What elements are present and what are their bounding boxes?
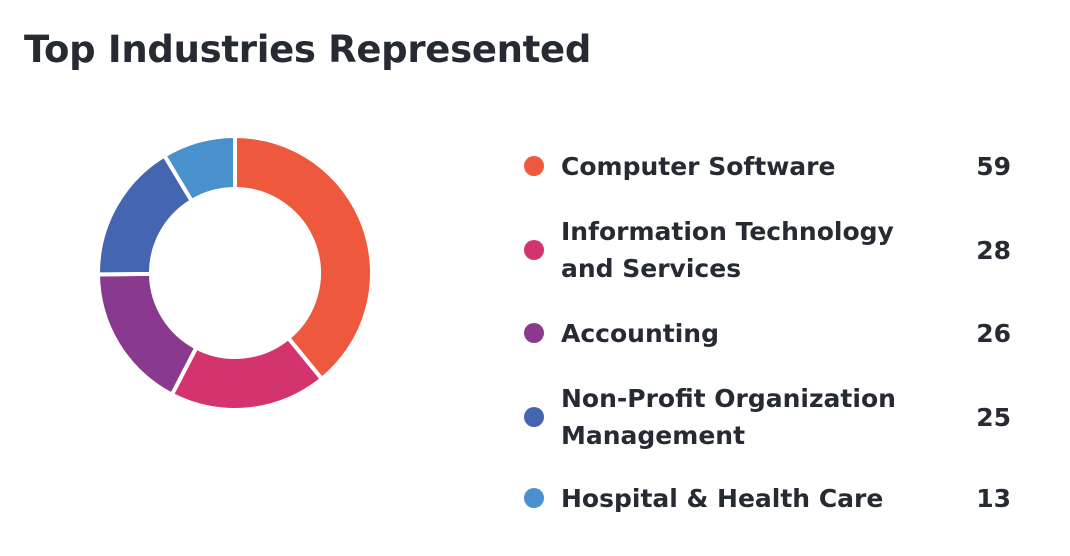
donut-slice-computer-software <box>233 133 374 382</box>
legend-swatch <box>524 240 544 260</box>
legend-item-accounting: Accounting 26 <box>524 315 1030 352</box>
legend-swatch <box>524 407 544 427</box>
legend-item-hospital-health-care: Hospital & Health Care 13 <box>524 480 1030 517</box>
legend-swatch <box>524 156 544 176</box>
legend-value: 59 <box>976 151 1011 181</box>
legend-swatch <box>524 488 544 508</box>
legend-label: Information Technology and Services <box>561 217 894 283</box>
legend-label: Hospital & Health Care <box>561 483 884 513</box>
donut-chart-svg <box>95 133 374 412</box>
donut-slice-hospital-health-care <box>161 133 237 204</box>
chart-title: Top Industries Represented <box>24 28 592 71</box>
legend-value: 26 <box>976 318 1011 348</box>
legend-item-information-technology: Information Technology and Services 28 <box>524 213 1030 287</box>
legend-label: Computer Software <box>561 151 836 181</box>
legend-label: Accounting <box>561 318 719 348</box>
legend-item-computer-software: Computer Software 59 <box>524 148 1030 185</box>
legend-swatch <box>524 323 544 343</box>
donut-slice-accounting <box>95 271 200 398</box>
donut-chart <box>90 128 380 418</box>
legend-value: 28 <box>976 235 1011 265</box>
legend-item-non-profit: Non-Profit Organization Management 25 <box>524 380 1030 454</box>
legend-value: 13 <box>976 483 1011 513</box>
legend-label: Non-Profit Organization Management <box>561 384 896 450</box>
legend-value: 25 <box>976 402 1011 432</box>
